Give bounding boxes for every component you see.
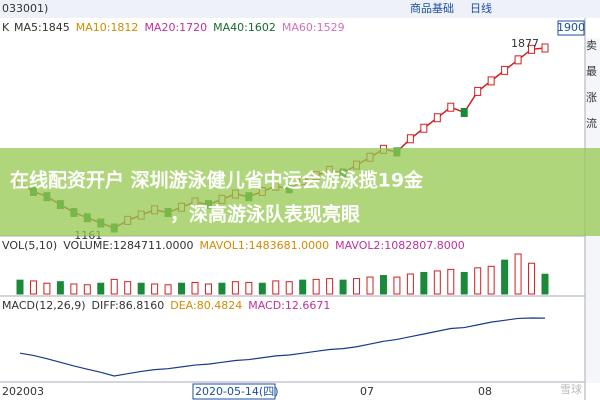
date-box [192,383,276,400]
price-box-text: 1900 [557,21,585,34]
volume-bar [164,284,172,295]
volume-bar [447,268,455,295]
candle [541,43,549,53]
sidebar-item: 涨 [586,91,597,104]
volume-bar [366,276,374,295]
volume-bar [191,281,199,295]
volume-legend: MAVOL1:1483681.0000 [199,239,329,252]
volume-bar [460,271,468,295]
volume-bar [178,282,186,295]
volume-bar [231,281,239,295]
candle [433,113,441,123]
volume-bar [474,267,482,295]
volume-bar [285,281,293,295]
volume-legend: VOL(5,10) [2,239,57,252]
volume-bar [420,271,428,295]
volume-bar [393,276,401,295]
candle [514,55,522,65]
volume-bar [326,278,334,295]
candle [460,107,468,117]
volume-legend: MAVOL2:1082807.8000 [335,239,465,252]
candle [474,86,482,96]
volume-bar [137,282,145,295]
legend-item: MA40:1602 [213,21,276,34]
volume-bar [514,253,522,295]
candle [501,65,509,75]
price-box [557,20,585,36]
overlay-title: ，深高游泳队表现亮眼 [170,203,360,226]
volume-bar [406,273,414,295]
overlay-title: 在线配资开户 深圳游泳健儿省中运会游泳揽19金 [10,169,424,192]
volume-bar [97,282,105,295]
candle [447,102,455,112]
axis-label: 2020-05-14(四) [195,385,279,398]
volume-legend: VOLUME:1284711.0000 [63,239,193,252]
high-label: 1877 [511,37,539,50]
macd-legend: DEA:80.4824 [170,299,242,312]
volume-bar [70,283,78,295]
volume-bar [379,275,387,295]
sidebar-item: 卖 [586,39,597,52]
overlay-band [0,148,600,236]
volume-bar [29,280,37,295]
top-bar [0,0,600,18]
volume-bar [487,265,495,295]
volume-bar [353,278,361,295]
volume-bar [110,278,118,295]
volume-bar [56,281,64,295]
axis-label: 202003 [2,385,44,398]
volume-bar [433,270,441,295]
volume-bar [124,281,132,295]
macd-line [19,317,546,377]
sidebar-item: 最 [586,65,597,78]
macd-legend: DIFF:86.8160 [92,299,165,312]
code: 033001) [2,2,48,15]
volume-bar [272,280,280,295]
volume-bar [204,283,212,295]
volume-bar [83,284,91,295]
volume-bar [258,282,266,295]
tab[interactable]: 日线 [470,1,492,15]
axis-label: 07 [360,385,374,398]
volume-bar [541,273,549,295]
volume-bar [501,259,509,295]
macd-legend: MACD:12.6671 [248,299,330,312]
volume-bar [528,262,536,295]
candle [420,123,428,133]
watermark: 雪球 [560,382,582,396]
legend-item: MA20:1720 [144,21,207,34]
axis-label: 08 [478,385,492,398]
legend-item: MA10:1812 [76,21,139,34]
volume-bar [218,282,226,295]
sidebar-item: 流 [586,116,597,130]
legend-item: MA60:1529 [282,21,345,34]
volume-bar [312,278,320,295]
volume-bar [151,283,159,295]
volume-bar [43,282,51,295]
legend-item: MA5:1845 [14,21,70,34]
tab[interactable]: 商品基础 [410,1,454,15]
candle [487,76,495,86]
volume-bar [299,279,307,295]
volume-bar [245,281,253,295]
volume-bar [339,279,347,295]
candle [528,44,536,54]
volume-bar [16,279,24,295]
macd-legend: MACD(12,26,9) [2,299,86,312]
legend-label: K [2,21,10,34]
candle [406,134,414,144]
